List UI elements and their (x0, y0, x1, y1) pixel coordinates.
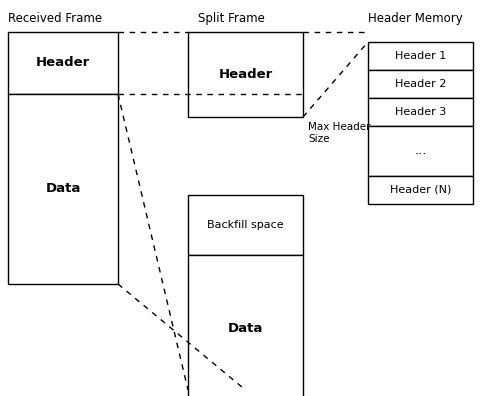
Text: Header 1: Header 1 (395, 51, 446, 61)
Text: ...: ... (415, 145, 427, 158)
Text: Max Header
Size: Max Header Size (308, 122, 371, 144)
Text: Data: Data (228, 322, 263, 335)
Text: Data: Data (45, 183, 80, 196)
Text: Header (N): Header (N) (390, 185, 451, 195)
Bar (368, 42, 473, 70)
Text: Backfill space: Backfill space (207, 220, 284, 230)
Text: Received Frame: Received Frame (8, 12, 102, 25)
Text: Header: Header (218, 68, 273, 81)
Bar (188, 32, 303, 117)
Bar (368, 126, 473, 176)
Text: Header 3: Header 3 (395, 107, 446, 117)
Bar (188, 195, 303, 255)
Bar (188, 255, 303, 396)
Bar (8, 32, 118, 94)
Bar (8, 94, 118, 284)
Text: Header 2: Header 2 (395, 79, 446, 89)
Bar (368, 70, 473, 98)
Text: Header Memory: Header Memory (368, 12, 463, 25)
Text: Split Frame: Split Frame (198, 12, 265, 25)
Bar (368, 176, 473, 204)
Text: Header: Header (36, 57, 90, 70)
Bar (368, 98, 473, 126)
